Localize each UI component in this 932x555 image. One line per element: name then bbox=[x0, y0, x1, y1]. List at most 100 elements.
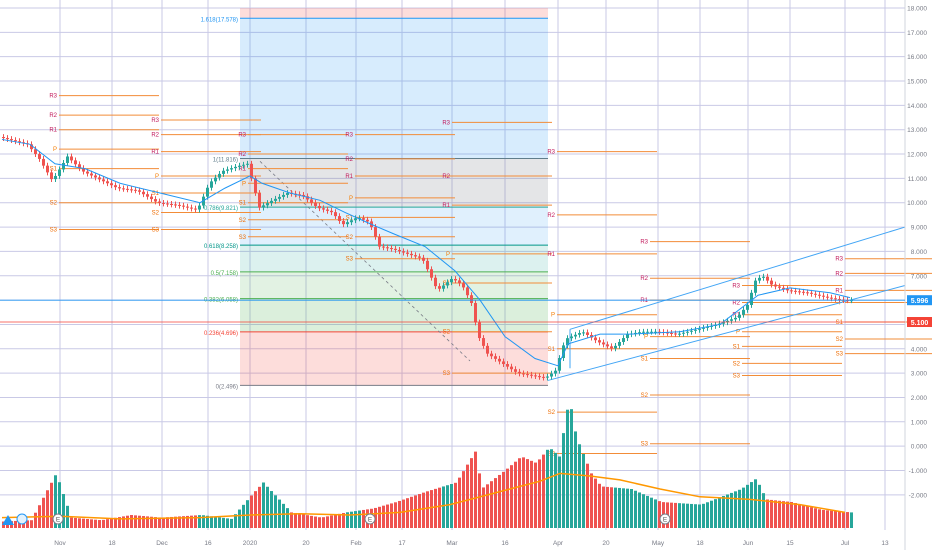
volume-bar bbox=[262, 482, 265, 528]
volume-bar bbox=[434, 488, 437, 528]
volume-bar bbox=[654, 499, 657, 528]
candle-body bbox=[622, 338, 625, 342]
x-tick-label: 17 bbox=[398, 540, 406, 547]
volume-bar bbox=[578, 444, 581, 528]
candle-body bbox=[690, 330, 693, 332]
volume-bar bbox=[154, 517, 157, 528]
candle-body bbox=[158, 201, 161, 203]
volume-bar bbox=[702, 503, 705, 528]
candle-body bbox=[458, 280, 461, 284]
dividend-marker-icon[interactable] bbox=[2, 515, 14, 525]
volume-bar bbox=[202, 515, 205, 528]
volume-bar bbox=[506, 468, 509, 528]
candle-body bbox=[830, 297, 833, 299]
x-tick-label: 13 bbox=[881, 540, 889, 547]
earnings-marker[interactable] bbox=[364, 513, 376, 525]
volume-bar bbox=[178, 516, 181, 528]
volume-bar bbox=[422, 492, 425, 528]
volume-bar bbox=[318, 517, 321, 528]
volume-bar bbox=[590, 473, 593, 528]
pivot-label: S1 bbox=[239, 201, 247, 207]
volume-bar bbox=[250, 495, 253, 528]
candle-body bbox=[498, 358, 501, 362]
volume-bar bbox=[150, 516, 153, 528]
candle-body bbox=[110, 183, 113, 186]
volume-bar bbox=[222, 517, 225, 528]
volume-bar bbox=[322, 517, 325, 528]
candle-body bbox=[130, 189, 133, 191]
volume-bar bbox=[762, 493, 765, 528]
volume-bar bbox=[138, 515, 141, 528]
volume-bar bbox=[706, 502, 709, 528]
pivot-label: P bbox=[446, 252, 450, 258]
y-tick-label: 18.000 bbox=[907, 6, 927, 13]
volume-bar bbox=[246, 500, 249, 528]
earnings-marker[interactable] bbox=[52, 513, 64, 525]
y-tick-label: 8.000 bbox=[911, 249, 928, 256]
candle-body bbox=[490, 353, 493, 357]
volume-bar bbox=[290, 512, 293, 528]
candle-body bbox=[550, 373, 553, 377]
fib-level-label: 0.786(9.821) bbox=[204, 206, 238, 212]
volume-bar bbox=[646, 495, 649, 528]
candle-body bbox=[138, 190, 141, 192]
volume-bar bbox=[18, 520, 21, 528]
candle-body bbox=[246, 163, 249, 165]
volume-bar bbox=[378, 506, 381, 528]
volume-bar bbox=[206, 515, 209, 528]
candle-body bbox=[578, 333, 581, 335]
volume-bar bbox=[306, 515, 309, 528]
candle-body bbox=[166, 203, 169, 205]
candle-body bbox=[694, 329, 697, 331]
volume-bar bbox=[622, 488, 625, 528]
volume-bar bbox=[766, 499, 769, 528]
pivot-label: S1 bbox=[50, 167, 58, 173]
pivot-label: R1 bbox=[640, 298, 648, 304]
candle-body bbox=[838, 298, 841, 300]
candle-body bbox=[726, 320, 729, 323]
volume-bar bbox=[534, 462, 537, 528]
candle-body bbox=[258, 192, 261, 208]
candle-body bbox=[198, 205, 201, 210]
volume-bar bbox=[778, 500, 781, 528]
candle-body bbox=[506, 364, 509, 367]
pivot-lines: R3 R2 R1 P S1 S2 S3 R3 R2 R1 P S1 S2 S3 R3 R2 R1 P S1 S2 S3 R… bbox=[49, 94, 932, 457]
candle-body bbox=[254, 178, 257, 193]
price-badge[interactable] bbox=[907, 317, 932, 328]
volume-bar bbox=[414, 495, 417, 528]
candle-body bbox=[134, 189, 137, 191]
fib-level-label: 0.382(6.058) bbox=[204, 298, 238, 304]
pivot-label: S3 bbox=[733, 374, 741, 380]
volume-bar bbox=[314, 516, 317, 528]
candle-body bbox=[494, 356, 497, 359]
pivot-label: S1 bbox=[733, 344, 741, 350]
candle-body bbox=[286, 192, 289, 195]
earnings-marker[interactable] bbox=[659, 513, 671, 525]
candle-body bbox=[230, 168, 233, 170]
price-badge-label: 5.100 bbox=[911, 320, 929, 327]
y-tick-label: 15.000 bbox=[907, 79, 927, 86]
price-badge[interactable] bbox=[907, 295, 932, 306]
split-marker-icon[interactable] bbox=[16, 513, 28, 525]
candle-body bbox=[354, 218, 357, 221]
candle-body bbox=[330, 210, 333, 213]
volume-bar bbox=[50, 482, 53, 528]
candle-body bbox=[114, 185, 117, 188]
volume-bar bbox=[230, 518, 233, 528]
pivot-label: S1 bbox=[152, 191, 160, 197]
candle-body bbox=[638, 332, 641, 334]
candle-body bbox=[10, 139, 13, 141]
y-tick-label: 4.000 bbox=[911, 346, 928, 353]
candle-body bbox=[606, 344, 609, 347]
pivot-label: S3 bbox=[443, 371, 451, 377]
candle-body bbox=[850, 300, 853, 302]
volume-bar bbox=[494, 478, 497, 528]
pivot-label: P bbox=[839, 301, 843, 307]
candle-body bbox=[174, 204, 177, 206]
candle-body bbox=[486, 345, 489, 354]
volume-bar bbox=[182, 516, 185, 528]
pivot-label: P bbox=[551, 313, 555, 319]
